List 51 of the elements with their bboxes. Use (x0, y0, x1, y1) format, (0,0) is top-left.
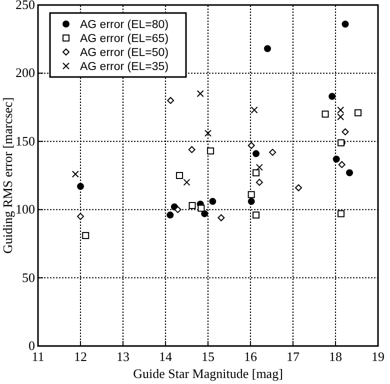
point (264, 45, 271, 52)
x-tick-label: 14 (159, 349, 172, 364)
point (82, 232, 90, 240)
legend-label: AG error (EL=65) (80, 33, 169, 45)
point (209, 198, 216, 205)
y-tick-label: 50 (22, 270, 35, 285)
point (248, 198, 255, 205)
y-tick-label: 250 (16, 0, 35, 12)
point (207, 147, 214, 154)
point (204, 130, 212, 137)
point (196, 90, 204, 98)
x-axis-title: Guide Star Magnitude [mag] (133, 366, 283, 381)
point (72, 170, 79, 178)
y-tick-label: 100 (16, 202, 35, 217)
point (328, 92, 336, 100)
point (332, 156, 340, 163)
point (342, 20, 349, 28)
point (252, 169, 260, 176)
legend-label: AG error (EL=80) (80, 19, 169, 31)
point (183, 178, 190, 186)
legend-label: AG error (EL=50) (80, 47, 169, 59)
point (198, 204, 205, 212)
legend-label: AG error (EL=35) (80, 61, 169, 73)
x-tick-label: 17 (286, 349, 300, 364)
point (77, 182, 84, 190)
point (188, 202, 196, 210)
y-tick-label: 200 (16, 65, 35, 80)
point (167, 96, 174, 104)
point (248, 191, 255, 198)
point (252, 150, 260, 158)
x-tick-label: 12 (74, 349, 87, 364)
y-axis-title: Guiding RMS error [marcsec] (0, 97, 15, 254)
point (338, 210, 345, 218)
x-tick-label: 15 (202, 349, 214, 364)
point (250, 106, 258, 114)
point (256, 164, 263, 171)
x-tick-label: 19 (372, 349, 384, 364)
point (354, 109, 362, 116)
point (201, 210, 208, 218)
x-tick-label: 13 (116, 349, 130, 364)
x-tick-label: 16 (244, 349, 258, 364)
point (346, 169, 354, 176)
point (166, 212, 174, 219)
point (218, 214, 225, 222)
point (322, 110, 329, 118)
x-tick-label: 18 (329, 349, 342, 364)
point (337, 113, 344, 120)
point (176, 172, 184, 179)
point (252, 212, 260, 219)
point (337, 106, 344, 114)
y-tick-label: 150 (16, 133, 35, 148)
